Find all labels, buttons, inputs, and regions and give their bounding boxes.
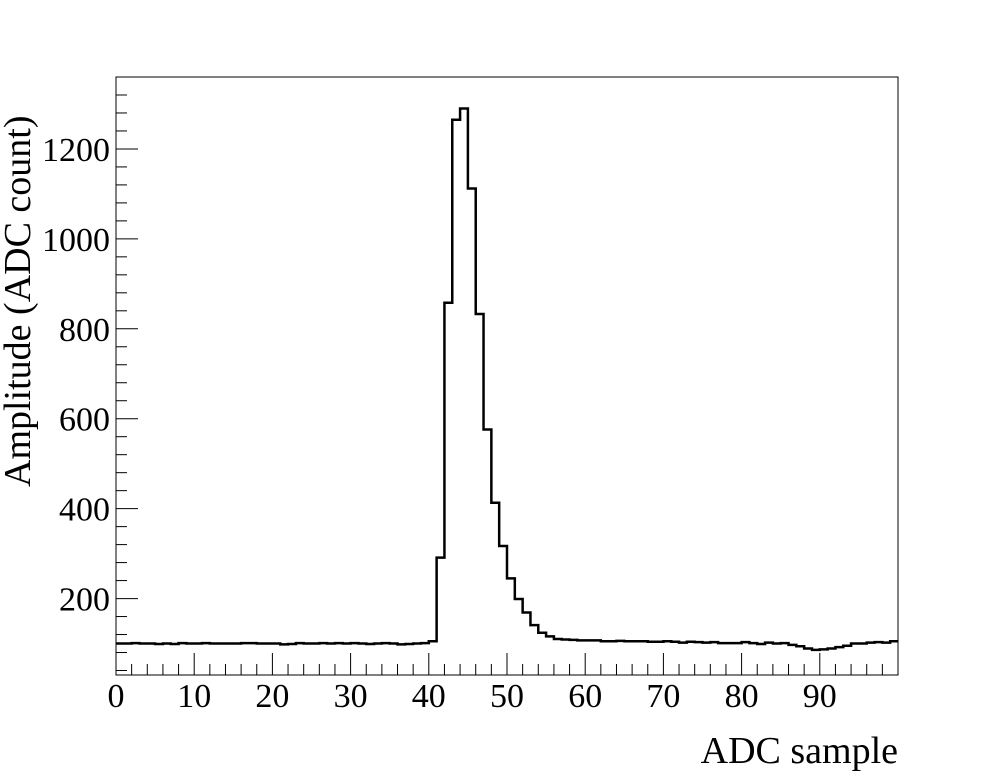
y-tick-labels: 200 400 600 800 1000 1200 <box>42 132 110 619</box>
y-tick-label: 1200 <box>42 132 110 169</box>
x-tick-label: 10 <box>177 678 211 715</box>
y-axis-label: Amplitude (ADC count) <box>0 115 39 487</box>
x-tick-label: 90 <box>803 678 837 715</box>
x-tick-label: 50 <box>490 678 524 715</box>
x-tick-label: 60 <box>568 678 602 715</box>
x-tick-label: 30 <box>334 678 368 715</box>
x-tick-label: 80 <box>725 678 759 715</box>
x-tick-label: 70 <box>646 678 680 715</box>
y-tick-label: 400 <box>59 492 110 529</box>
y-tick-label: 600 <box>59 402 110 439</box>
x-tick-labels: 0 10 20 30 40 50 60 70 80 90 <box>108 678 837 715</box>
y-tick-label: 200 <box>59 582 110 619</box>
x-axis-label: ADC sample <box>701 730 898 772</box>
histogram-step-line <box>116 107 898 652</box>
y-minor-ticks <box>116 94 127 672</box>
x-tick-label: 40 <box>412 678 446 715</box>
y-tick-label: 1000 <box>42 222 110 259</box>
x-tick-label: 20 <box>255 678 289 715</box>
x-ticks <box>115 653 883 675</box>
plot-frame <box>115 76 899 676</box>
x-tick-label: 0 <box>108 678 125 715</box>
y-tick-label: 800 <box>59 312 110 349</box>
y-major-ticks <box>116 148 138 600</box>
